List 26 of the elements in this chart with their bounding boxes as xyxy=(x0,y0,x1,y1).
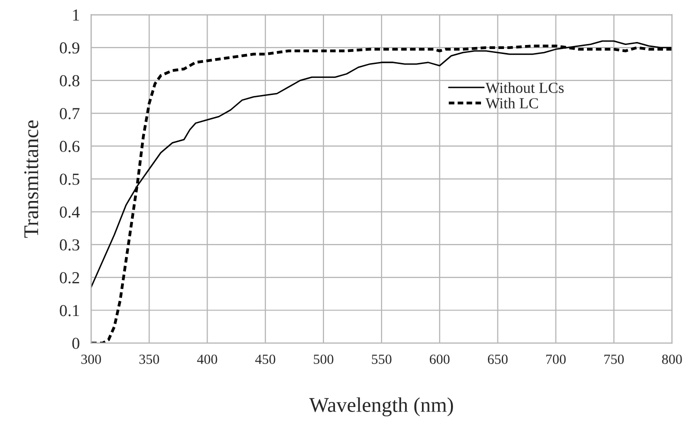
y-tick-label: 0.9 xyxy=(60,42,80,54)
x-tick-label: 450 xyxy=(255,354,276,364)
x-tick-label: 500 xyxy=(314,354,334,364)
x-tick-label: 550 xyxy=(372,354,392,364)
y-tick-label: 0.8 xyxy=(60,75,80,86)
x-tick-label: 800 xyxy=(662,354,682,364)
y-tick-label: 0.5 xyxy=(60,174,80,185)
y-axis-title: Transmittance xyxy=(24,120,38,238)
x-tick-label: 700 xyxy=(546,354,566,364)
y-tick-label: 0.1 xyxy=(60,304,79,316)
legend-label: Without LCs xyxy=(485,82,564,94)
x-tick-label: 300 xyxy=(81,354,101,364)
y-tick-label: 0.3 xyxy=(60,239,80,251)
y-tick-label: 1 xyxy=(73,10,79,21)
y-tick-label: 0.2 xyxy=(60,272,80,284)
y-tick-label: 0 xyxy=(72,338,80,350)
x-axis-title: Wavelength (nm) xyxy=(309,397,453,416)
x-tick-label: 350 xyxy=(139,354,160,364)
y-tick-label: 0.7 xyxy=(60,108,80,120)
x-tick-label: 650 xyxy=(488,354,508,364)
y-tick-label: 0.6 xyxy=(60,140,80,152)
y-tick-label: 0.4 xyxy=(60,206,80,218)
x-tick-label: 750 xyxy=(604,354,624,364)
x-tick-label: 600 xyxy=(430,354,450,364)
legend-label: With LC xyxy=(485,98,538,109)
x-tick-label: 400 xyxy=(197,354,218,364)
